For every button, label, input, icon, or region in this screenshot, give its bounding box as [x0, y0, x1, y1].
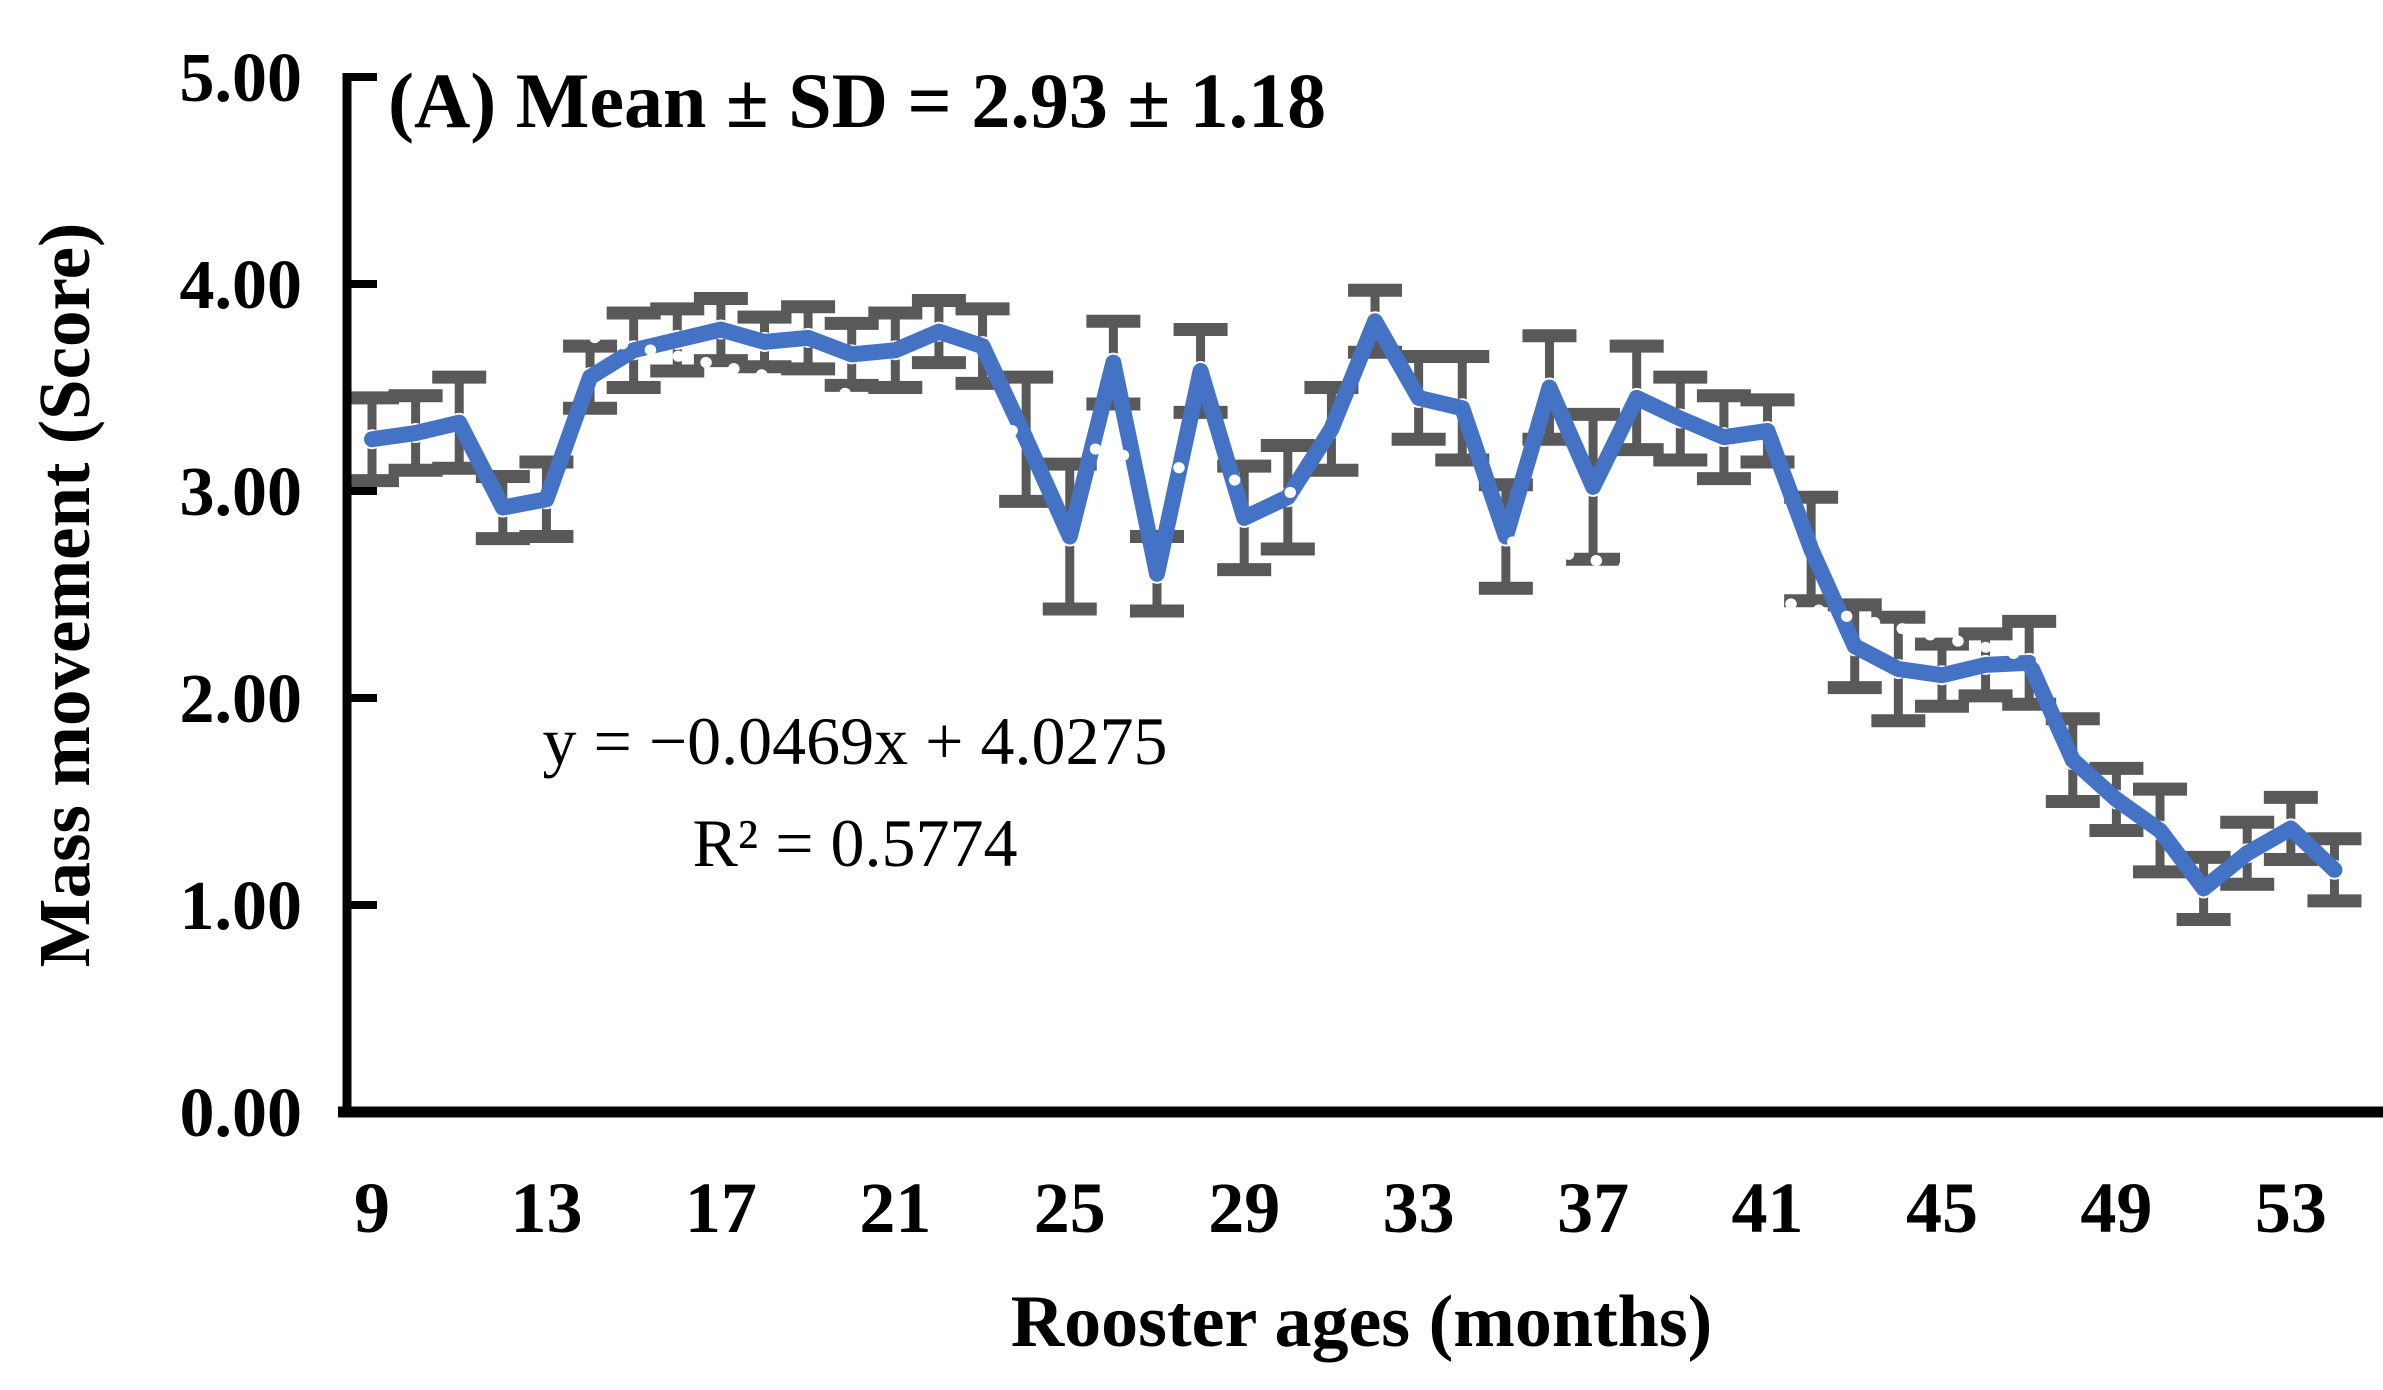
trendline-equation: y = −0.0469x + 4.0275 R² = 0.5774	[500, 690, 1210, 894]
y-tick-label: 0.00	[180, 1075, 303, 1152]
x-tick-label: 25	[1034, 1168, 1106, 1248]
x-tick-label: 45	[1906, 1168, 1978, 1248]
trendline-equation-line: y = −0.0469x + 4.0275	[542, 703, 1168, 779]
x-tick-label: 53	[2255, 1168, 2327, 1248]
y-tick-label: 3.00	[180, 454, 303, 531]
data-line	[364, 313, 2343, 897]
x-tick-label: 41	[1732, 1168, 1804, 1248]
y-tick-label: 2.00	[180, 661, 303, 738]
y-tick-label: 5.00	[180, 40, 303, 117]
x-tick-label: 37	[1557, 1168, 1629, 1248]
x-tick-label: 17	[685, 1168, 757, 1248]
y-axis-title: Mass movement (Score)	[24, 222, 105, 968]
trendline-r-squared: R² = 0.5774	[692, 805, 1018, 881]
x-tick-label: 13	[510, 1168, 582, 1248]
x-axis-title: Rooster ages (months)	[1010, 1281, 1713, 1363]
panel-title: (A) Mean ± SD = 2.93 ± 1.18	[388, 57, 1327, 144]
x-tick-label: 29	[1208, 1168, 1280, 1248]
x-tick-label: 49	[2080, 1168, 2152, 1248]
y-tick-label: 4.00	[180, 247, 303, 324]
x-tick-label: 33	[1383, 1168, 1455, 1248]
x-tick-label: 9	[354, 1168, 390, 1248]
y-tick-label: 1.00	[180, 868, 303, 945]
x-tick-label: 21	[859, 1168, 931, 1248]
